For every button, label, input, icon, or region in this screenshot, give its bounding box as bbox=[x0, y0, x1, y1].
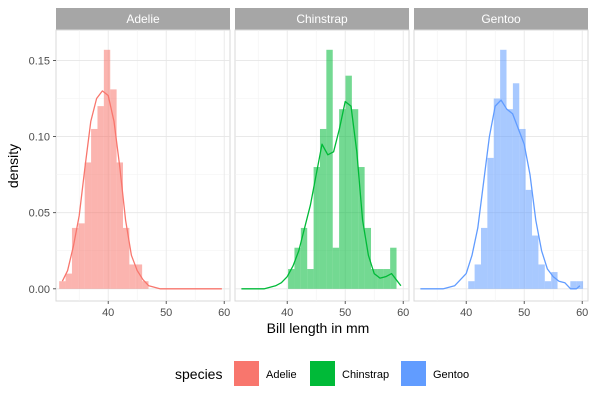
x-tick-label: 50 bbox=[160, 307, 172, 319]
x-tick-label: 40 bbox=[460, 307, 472, 319]
y-axis-title: density bbox=[5, 144, 21, 188]
facet-strip-label: Adelie bbox=[126, 12, 160, 26]
histogram-bar bbox=[570, 281, 577, 289]
x-tick-label: 60 bbox=[576, 307, 588, 319]
histogram-bar bbox=[59, 281, 66, 289]
legend-key-adelie bbox=[234, 361, 259, 386]
density-curve-gentoo bbox=[420, 99, 581, 290]
histogram-bar bbox=[487, 157, 494, 289]
histogram-bar bbox=[135, 264, 143, 289]
histogram-bar bbox=[300, 227, 308, 289]
histogram-bars-gentoo bbox=[468, 49, 584, 289]
x-axis-ticks: 40 50 60 bbox=[102, 301, 230, 319]
x-tick-label: 60 bbox=[218, 307, 230, 319]
x-axis-ticks: 40 50 60 bbox=[460, 301, 588, 319]
histogram-bar bbox=[377, 269, 384, 289]
histogram-bar bbox=[474, 264, 481, 289]
histogram-bar bbox=[129, 264, 136, 289]
x-axis-title: Bill length in mm bbox=[267, 320, 370, 336]
legend-key-gentoo bbox=[401, 361, 426, 386]
histogram-bars-adelie bbox=[59, 49, 149, 289]
facet-strip-chinstrap bbox=[235, 8, 409, 30]
histogram-bar bbox=[294, 247, 301, 289]
x-tick-label: 50 bbox=[339, 307, 351, 319]
x-tick-label: 50 bbox=[518, 307, 530, 319]
x-tick-label: 60 bbox=[397, 307, 409, 319]
facet-strip-adelie bbox=[56, 8, 230, 30]
histogram-bar bbox=[551, 272, 558, 289]
legend-label: Chinstrap bbox=[342, 369, 389, 381]
histogram-bar bbox=[519, 128, 526, 289]
histogram-bar bbox=[500, 49, 507, 289]
histogram-bars-chinstrap bbox=[288, 49, 397, 289]
y-tick-label: 0.15 bbox=[29, 55, 50, 67]
legend-title: species bbox=[175, 366, 222, 382]
histogram-bar bbox=[576, 281, 584, 289]
histogram-bar bbox=[326, 49, 333, 289]
facet-panel-gentoo: Gentoo 40 50 60 bbox=[413, 8, 589, 319]
histogram-bar bbox=[142, 281, 149, 289]
histogram-bar bbox=[525, 189, 533, 289]
histogram-bar bbox=[91, 128, 98, 289]
y-tick-label: 0.05 bbox=[29, 208, 50, 220]
density-curve-adelie bbox=[61, 90, 222, 290]
histogram-bar bbox=[84, 162, 92, 289]
histogram-bar bbox=[288, 269, 295, 289]
y-tick-label: 0.00 bbox=[29, 284, 50, 296]
histogram-bar bbox=[97, 106, 104, 289]
y-axis-tick-labels: 0.00 0.05 0.10 0.15 bbox=[29, 55, 56, 296]
histogram-bar bbox=[358, 167, 365, 289]
legend-key-chinstrap bbox=[310, 361, 335, 386]
histogram-bar bbox=[512, 83, 520, 289]
histogram-bar bbox=[383, 269, 391, 289]
histogram-bar bbox=[339, 109, 346, 289]
histogram-bar bbox=[538, 264, 545, 289]
histogram-bar bbox=[313, 167, 320, 289]
histogram-bar bbox=[532, 235, 539, 289]
facet-strip-gentoo bbox=[414, 8, 588, 30]
x-axis-ticks: 40 50 60 bbox=[281, 301, 409, 319]
histogram-bar bbox=[332, 247, 340, 289]
histogram-bar bbox=[493, 98, 501, 289]
x-tick-label: 40 bbox=[281, 307, 293, 319]
histogram-bar bbox=[307, 269, 314, 289]
histogram-bar bbox=[78, 223, 85, 289]
histogram-bar bbox=[122, 227, 130, 289]
histogram-bar bbox=[506, 109, 513, 289]
histogram-bar bbox=[71, 227, 79, 289]
facet-strip-label: Chinstrap bbox=[296, 12, 348, 26]
histogram-bar bbox=[116, 162, 123, 289]
density-curve-chinstrap bbox=[241, 100, 402, 290]
facet-panels: Adelie 40 50 60 Chinstrap 40 50 60 Gentoo 40 50 60 bbox=[55, 8, 589, 319]
histogram-bar bbox=[351, 109, 359, 289]
histogram-bar bbox=[110, 89, 117, 289]
facet-panel-chinstrap: Chinstrap 40 50 60 bbox=[234, 8, 410, 319]
y-tick-label: 0.10 bbox=[29, 132, 50, 144]
x-tick-label: 40 bbox=[102, 307, 114, 319]
histogram-bar bbox=[468, 281, 475, 289]
histogram-bar bbox=[65, 273, 72, 289]
histogram-bar bbox=[544, 281, 552, 289]
legend-label: Gentoo bbox=[433, 369, 469, 381]
histogram-bar bbox=[364, 227, 372, 289]
histogram-bar bbox=[103, 49, 111, 289]
histogram-bar bbox=[319, 128, 327, 289]
histogram-bar bbox=[371, 269, 378, 289]
histogram-bar bbox=[345, 75, 352, 289]
histogram-bar bbox=[480, 227, 488, 289]
legend: species Adelie Chinstrap Gentoo bbox=[175, 361, 469, 386]
legend-label: Adelie bbox=[266, 369, 297, 381]
facet-strip-label: Gentoo bbox=[481, 12, 521, 26]
histogram-bar bbox=[390, 247, 397, 289]
facet-panel-adelie: Adelie 40 50 60 bbox=[55, 8, 231, 319]
